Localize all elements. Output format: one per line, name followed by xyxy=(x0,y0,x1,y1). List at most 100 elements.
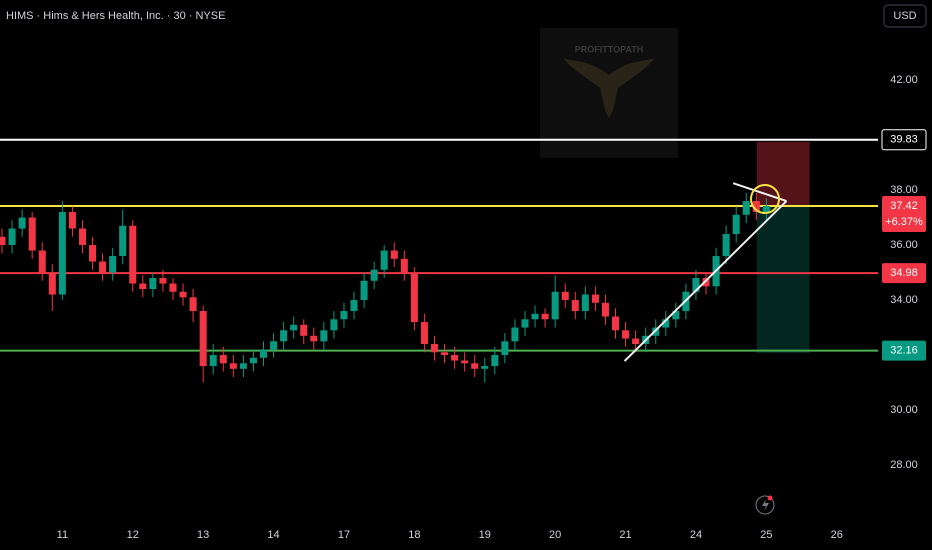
y-tick-label: 42.00 xyxy=(890,74,918,86)
candle-body xyxy=(270,341,278,350)
candle-body xyxy=(491,355,499,367)
trendline xyxy=(732,182,787,202)
candle-body xyxy=(441,352,449,356)
candle-body xyxy=(481,366,489,369)
candle-body xyxy=(189,297,197,312)
price-label: 32.16 xyxy=(890,345,918,357)
candle-body xyxy=(0,236,6,246)
x-tick-label: 12 xyxy=(127,529,139,541)
x-tick-label: 26 xyxy=(831,529,843,541)
price-label-box xyxy=(882,195,926,232)
alert-dot xyxy=(767,495,773,501)
candle-body xyxy=(310,335,318,342)
candle-body xyxy=(752,201,760,213)
candle-body xyxy=(692,278,700,292)
x-tick-label: 17 xyxy=(338,529,350,541)
y-tick-label: 38.00 xyxy=(890,184,918,196)
candle-body xyxy=(259,349,268,358)
candle-body xyxy=(410,272,418,323)
candle-body xyxy=(400,258,408,273)
x-tick-label: 18 xyxy=(408,529,420,541)
candle-body xyxy=(521,319,529,328)
candle-body xyxy=(461,360,469,364)
candle-body xyxy=(420,322,428,345)
watermark-text: PROFITTOPATH xyxy=(575,44,644,54)
x-tick-label: 11 xyxy=(57,529,68,541)
candle-body xyxy=(561,291,569,301)
x-tick-label: 25 xyxy=(760,529,772,541)
candle-body xyxy=(320,330,328,342)
candle-body xyxy=(8,228,16,246)
x-tick-label: 21 xyxy=(619,529,631,541)
watermark: PROFITTOPATH xyxy=(540,28,678,158)
candle-body xyxy=(501,341,509,356)
candle-body xyxy=(199,311,207,367)
currency-button[interactable] xyxy=(883,4,927,28)
watermark-eagle xyxy=(563,58,655,118)
candle-body xyxy=(28,217,36,251)
change-label: +6.37% xyxy=(885,216,923,228)
candle-body xyxy=(601,302,609,317)
candle-body xyxy=(119,225,127,257)
candle-body xyxy=(551,291,559,320)
candle-body xyxy=(390,250,398,259)
position-target-zone xyxy=(756,205,810,354)
alert-icon xyxy=(755,495,775,515)
candle-body xyxy=(58,212,66,295)
x-tick-label: 13 xyxy=(197,529,209,541)
candle-body xyxy=(249,357,257,364)
candle-body xyxy=(360,280,368,301)
candle-body xyxy=(129,225,137,284)
candle-body xyxy=(762,205,770,213)
candle-body xyxy=(672,311,680,320)
price-label: 39.83 xyxy=(890,134,918,146)
candle-body xyxy=(229,363,237,369)
alert-circle xyxy=(755,495,775,515)
candle-body xyxy=(471,363,479,369)
x-tick-label: 14 xyxy=(267,529,279,541)
candle-body xyxy=(209,355,217,367)
x-tick-label: 24 xyxy=(690,529,702,541)
candle-body xyxy=(622,330,630,339)
candle-body xyxy=(732,214,740,235)
candle-body xyxy=(722,234,730,257)
candle-body xyxy=(99,261,107,273)
candle-body xyxy=(38,250,46,273)
candle-body xyxy=(300,324,308,336)
candle-body xyxy=(68,212,76,229)
candle-body xyxy=(581,294,589,312)
candle-body xyxy=(632,338,640,345)
candle-body xyxy=(662,319,670,328)
position-stop-zone xyxy=(756,141,810,206)
y-tick-label: 36.00 xyxy=(890,239,918,251)
candle-body xyxy=(451,355,459,361)
candle-body xyxy=(48,272,56,295)
trendline xyxy=(623,200,788,362)
candle-body xyxy=(280,330,288,342)
candle-body xyxy=(139,283,147,290)
y-tick-label: 30.00 xyxy=(890,404,918,416)
candle-body xyxy=(330,319,338,331)
x-tick-label: 20 xyxy=(549,529,561,541)
candle-body xyxy=(350,300,358,312)
candle-body xyxy=(219,355,227,364)
alert-bolt xyxy=(762,499,769,511)
candle-body xyxy=(159,278,167,284)
candle-body xyxy=(591,294,599,303)
candle-body xyxy=(531,313,539,320)
candle-body xyxy=(430,344,438,353)
price-label: 34.98 xyxy=(890,267,918,279)
candle-body xyxy=(179,291,187,298)
candle-body xyxy=(169,283,177,292)
candle-body xyxy=(109,256,117,273)
candle-body xyxy=(18,217,26,229)
price-label-box xyxy=(881,129,927,151)
candle-body xyxy=(239,363,247,369)
highlight-circle xyxy=(750,184,780,214)
currency-label: USD xyxy=(893,10,916,22)
candle-body xyxy=(78,228,86,246)
candle-body xyxy=(290,324,298,331)
